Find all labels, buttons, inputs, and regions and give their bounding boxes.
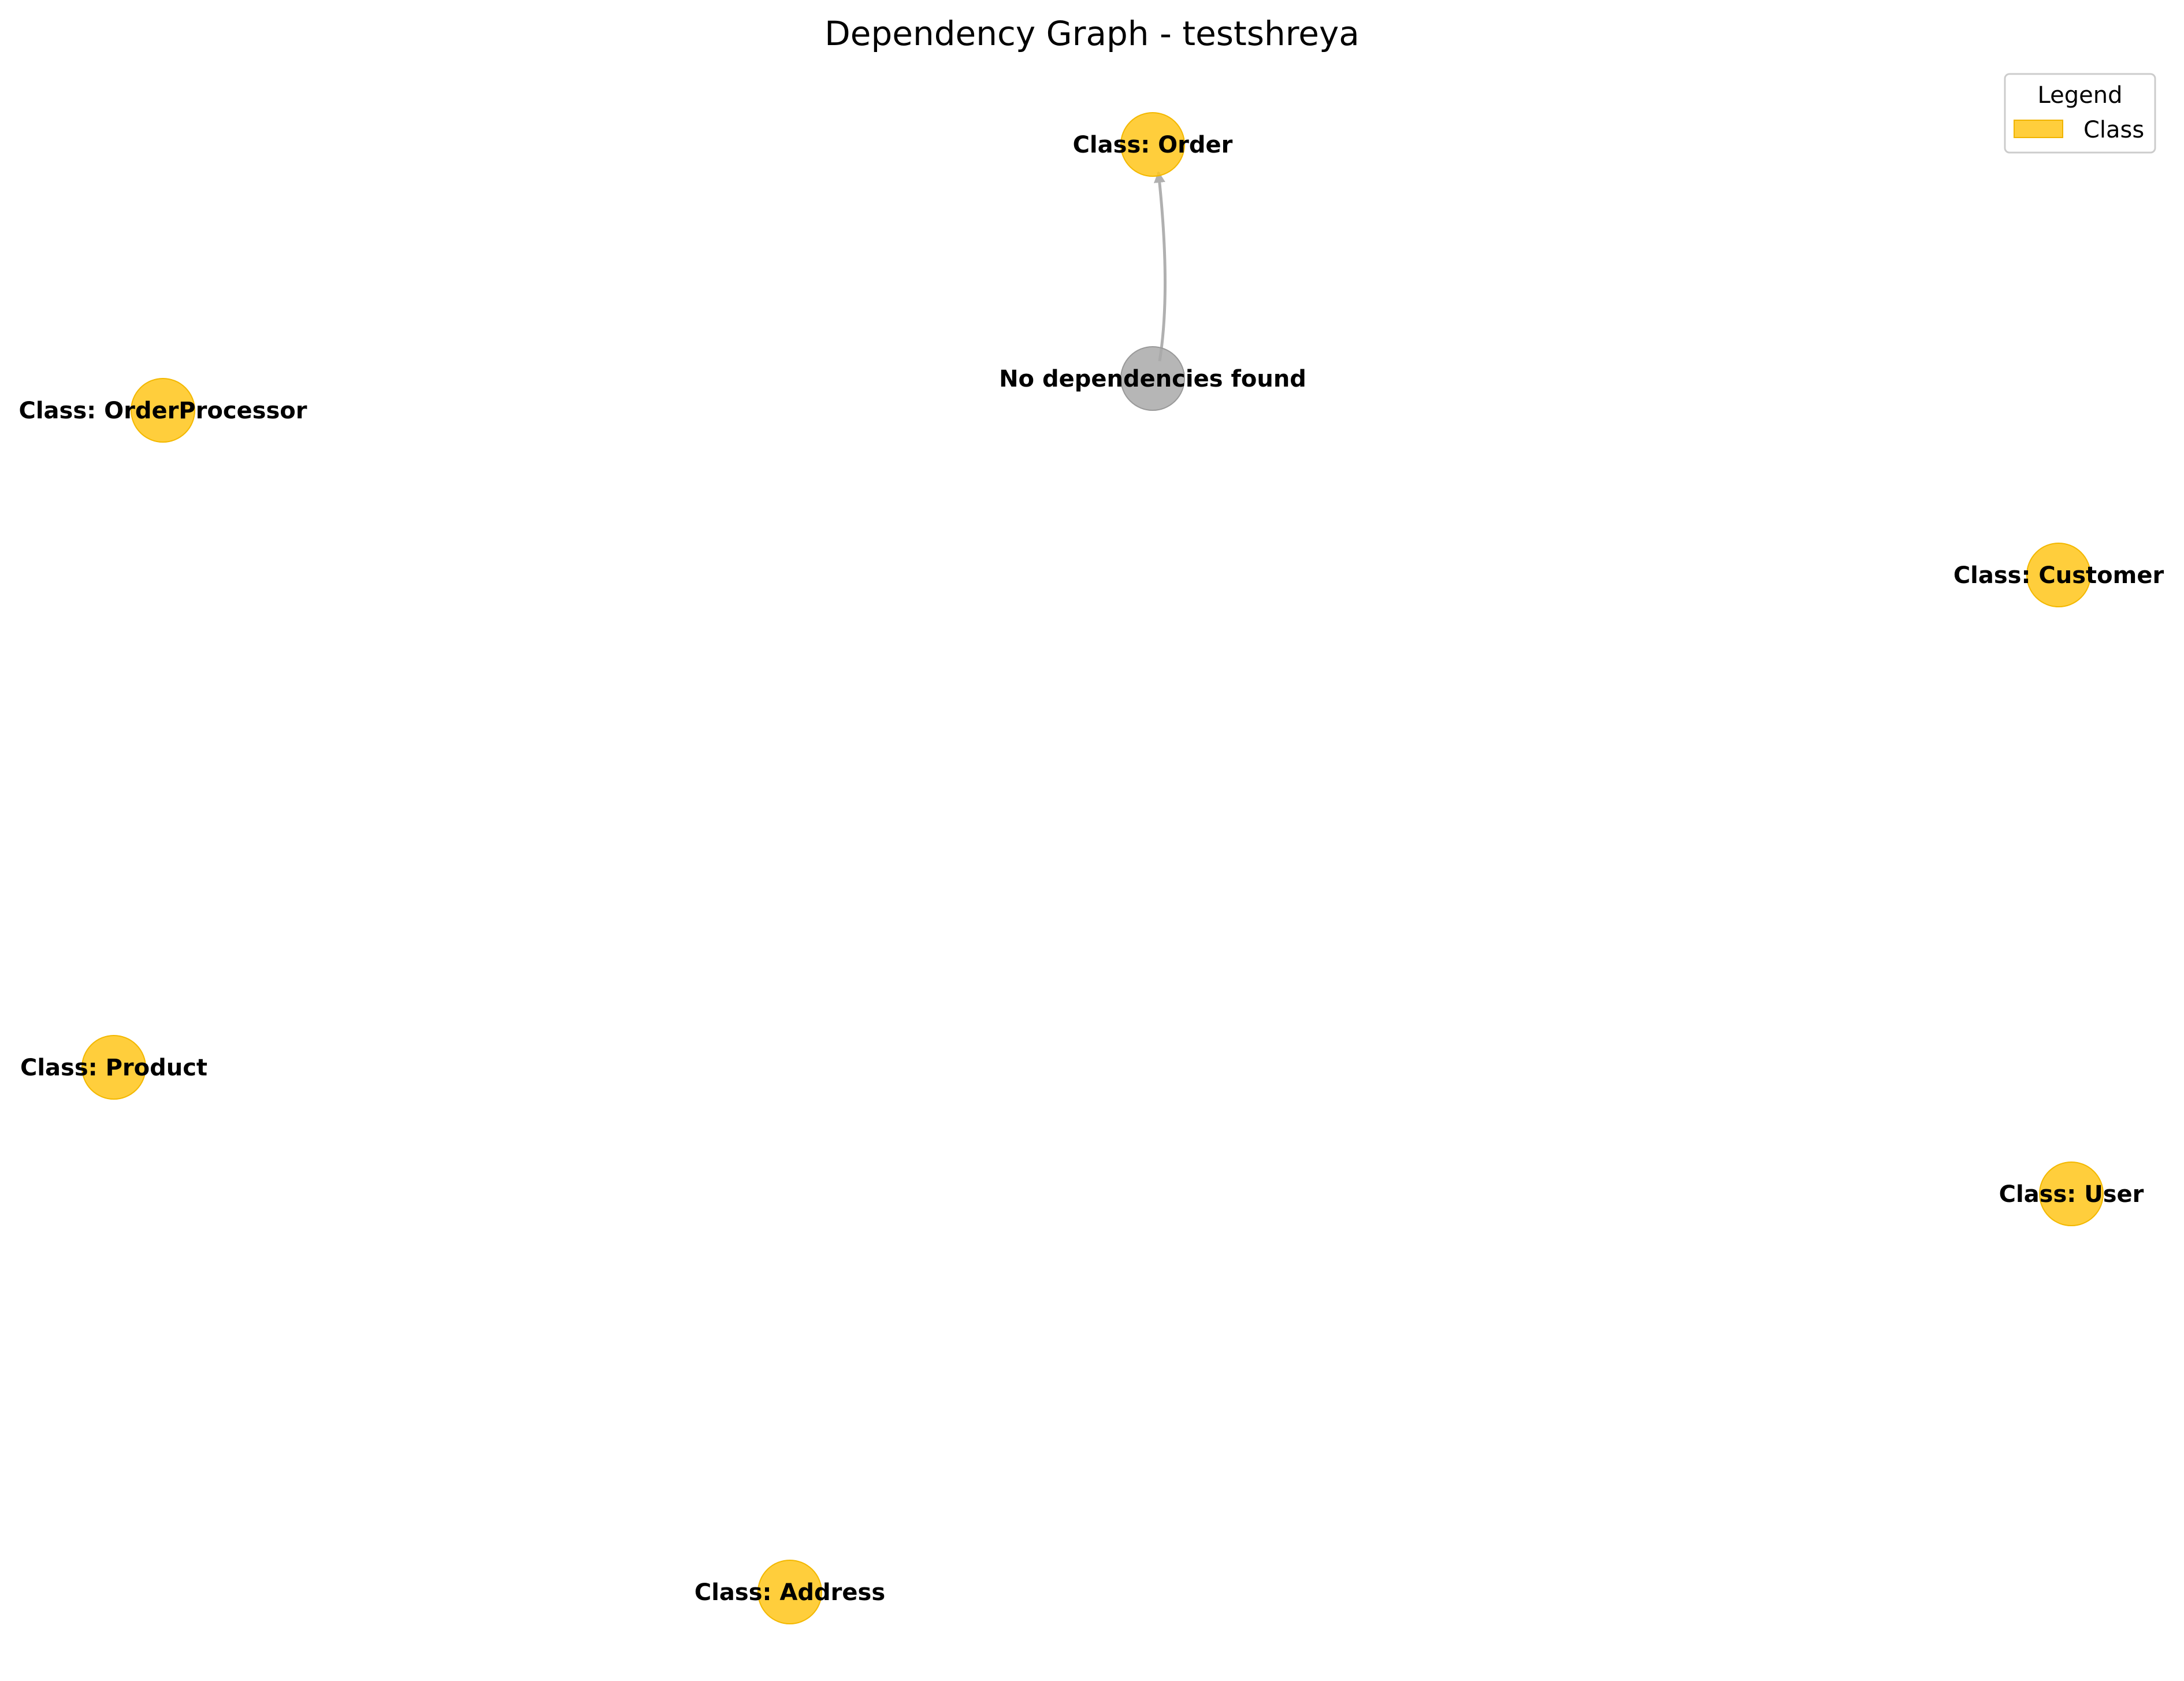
node-label-customer: Class: Customer [1953, 562, 2164, 589]
node-label-user: Class: User [1999, 1181, 2144, 1208]
node-label-address: Class: Address [694, 1579, 885, 1606]
node-label-none: No dependencies found [999, 366, 1306, 392]
legend-swatch-class [2014, 120, 2063, 138]
node-circle-none [1120, 346, 1185, 411]
node-label-order: Class: Order [1073, 132, 1233, 158]
node-none: No dependencies found [999, 346, 1306, 411]
legend-title: Legend [2038, 82, 2123, 109]
node-circle-user [2039, 1162, 2104, 1226]
node-circle-address [757, 1560, 822, 1624]
node-label-orderprocessor: Class: OrderProcessor [18, 398, 307, 424]
edge-none-to-order [1153, 171, 1167, 362]
node-circle-product [81, 1035, 146, 1100]
legend-label-class: Class [2083, 117, 2144, 143]
edges-layer [1153, 171, 1167, 362]
node-circle-customer [2026, 543, 2091, 607]
node-order: Class: Order [1073, 112, 1233, 177]
node-user: Class: User [1999, 1162, 2144, 1226]
node-label-product: Class: Product [20, 1055, 207, 1081]
legend: Legend Class [2004, 73, 2156, 154]
node-orderprocessor: Class: OrderProcessor [18, 378, 307, 443]
node-circle-orderprocessor [131, 378, 195, 443]
nodes-layer: Class: Order No dependencies found Class: … [18, 112, 2164, 1624]
graph-title: Dependency Graph - testshreya [824, 14, 1360, 53]
node-customer: Class: Customer [1953, 543, 2164, 607]
node-address: Class: Address [694, 1560, 885, 1624]
node-circle-order [1120, 112, 1185, 177]
node-product: Class: Product [20, 1035, 207, 1100]
